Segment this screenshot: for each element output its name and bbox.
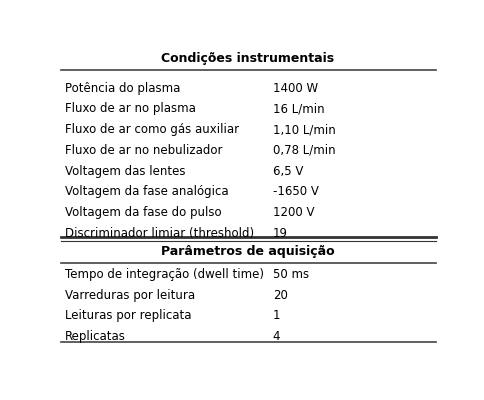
Text: Tempo de integração (dwell time): Tempo de integração (dwell time) <box>65 268 264 281</box>
Text: Fluxo de ar no plasma: Fluxo de ar no plasma <box>65 102 196 115</box>
Text: Varreduras por leitura: Varreduras por leitura <box>65 289 195 302</box>
Text: Fluxo de ar como gás auxiliar: Fluxo de ar como gás auxiliar <box>65 123 239 136</box>
Text: 1: 1 <box>273 310 280 322</box>
Text: Leituras por replicata: Leituras por replicata <box>65 310 192 322</box>
Text: -1650 V: -1650 V <box>273 186 319 198</box>
Text: Voltagem da fase do pulso: Voltagem da fase do pulso <box>65 206 222 219</box>
Text: 6,5 V: 6,5 V <box>273 165 303 178</box>
Text: Voltagem das lentes: Voltagem das lentes <box>65 165 186 178</box>
Text: Potência do plasma: Potência do plasma <box>65 82 181 94</box>
Text: 1200 V: 1200 V <box>273 206 314 219</box>
Text: 16 L/min: 16 L/min <box>273 102 324 115</box>
Text: 1,10 L/min: 1,10 L/min <box>273 123 335 136</box>
Text: Condições instrumentais: Condições instrumentais <box>162 52 334 65</box>
Text: 50 ms: 50 ms <box>273 268 309 281</box>
Text: 0,78 L/min: 0,78 L/min <box>273 144 335 157</box>
Text: Fluxo de ar no nebulizador: Fluxo de ar no nebulizador <box>65 144 223 157</box>
Text: 4: 4 <box>273 330 280 343</box>
Text: 19: 19 <box>273 227 288 240</box>
Text: 1400 W: 1400 W <box>273 82 318 94</box>
Text: Discriminador limiar (threshold): Discriminador limiar (threshold) <box>65 227 254 240</box>
Text: Voltagem da fase analógica: Voltagem da fase analógica <box>65 186 229 198</box>
Text: 20: 20 <box>273 289 287 302</box>
Text: Parâmetros de aquisição: Parâmetros de aquisição <box>161 245 335 258</box>
Text: Replicatas: Replicatas <box>65 330 126 343</box>
